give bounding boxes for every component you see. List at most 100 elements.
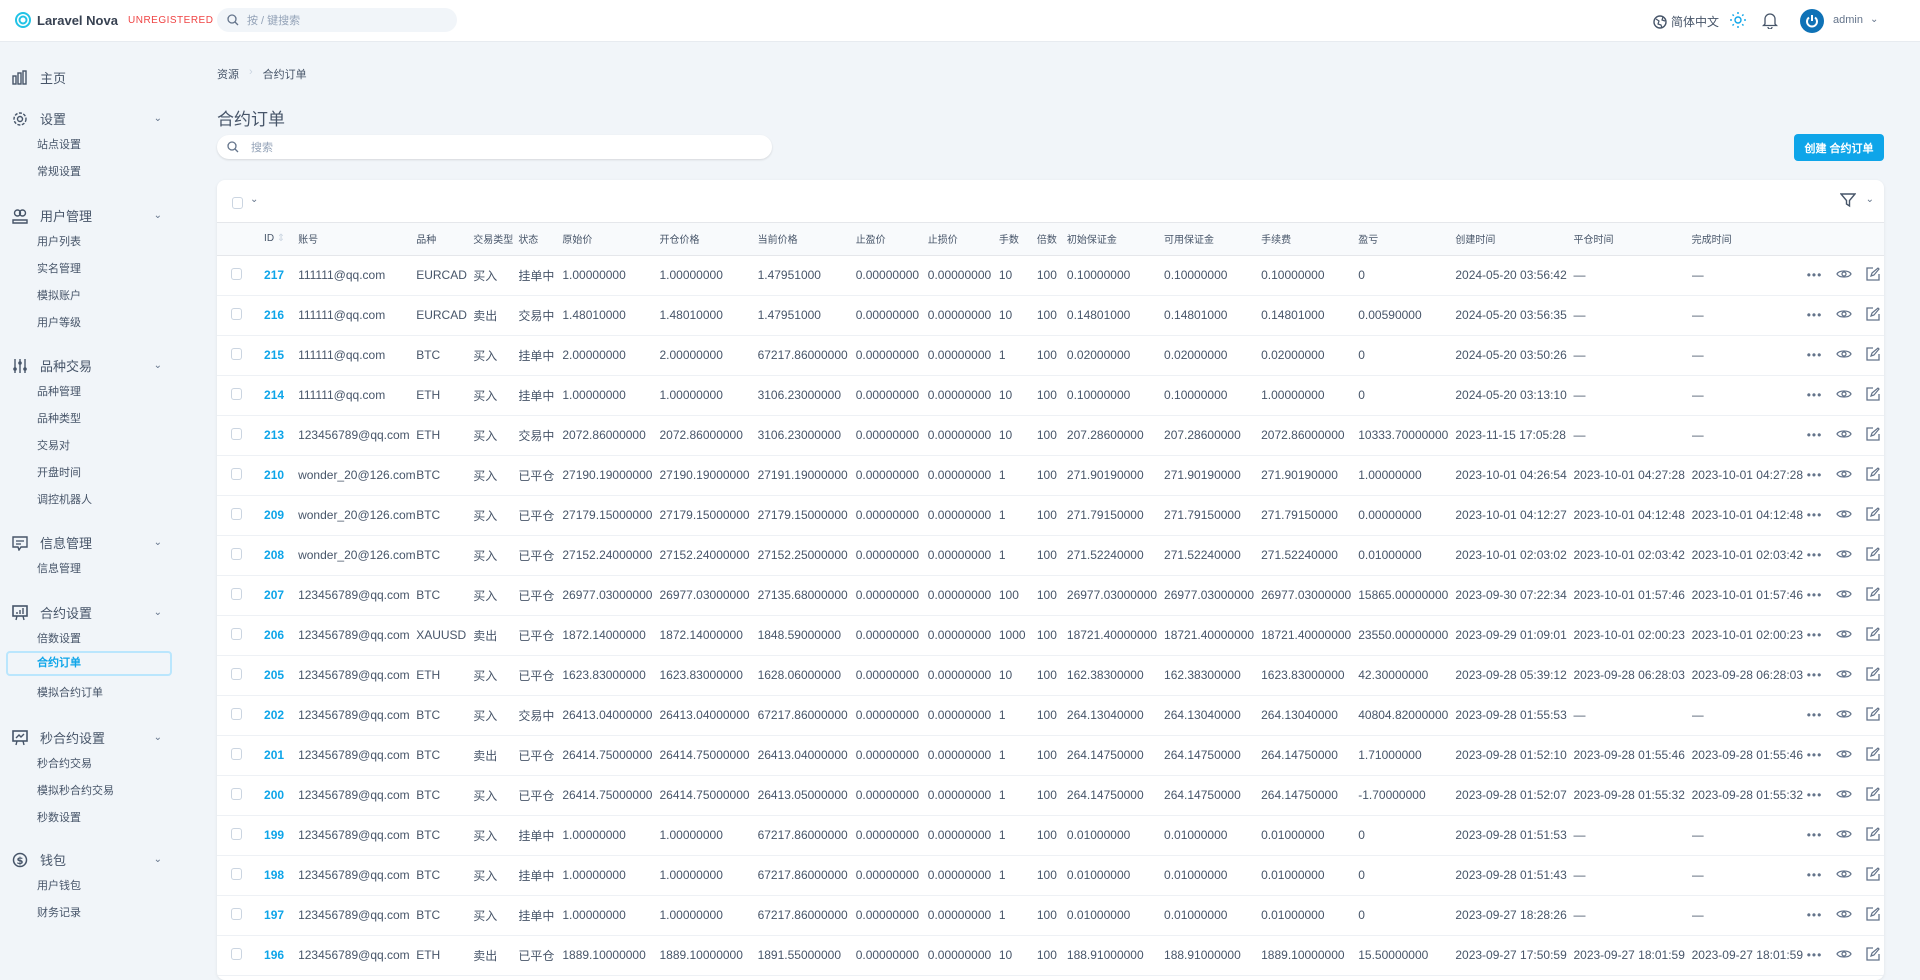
edit-icon[interactable] bbox=[1866, 946, 1881, 964]
table-row[interactable]: 205 123456789@qq.com ETH 买入 已平仓 1623.83000000… bbox=[217, 655, 1884, 696]
edit-icon[interactable] bbox=[1866, 746, 1881, 764]
order-id-link[interactable]: 196 bbox=[264, 935, 299, 976]
more-actions-icon[interactable]: ••• bbox=[1806, 668, 1823, 682]
edit-icon[interactable] bbox=[1866, 666, 1881, 684]
sidebar-item[interactable]: 模拟秒合约交易 bbox=[37, 785, 114, 797]
sidebar-item[interactable]: 信息管理 bbox=[37, 563, 81, 575]
edit-icon[interactable] bbox=[1866, 346, 1881, 364]
theme-toggle-sun-icon[interactable] bbox=[1730, 12, 1746, 28]
more-actions-icon[interactable]: ••• bbox=[1806, 268, 1823, 282]
sidebar-item[interactable]: 用户钱包 bbox=[37, 880, 81, 892]
table-row[interactable]: 213 123456789@qq.com ETH 买入 交易中 2072.86000000… bbox=[217, 415, 1884, 456]
filter-chevron-icon[interactable]: ⌄ bbox=[1865, 194, 1874, 205]
sidebar-item[interactable]: 财务记录 bbox=[37, 907, 81, 919]
logo[interactable]: Laravel Nova bbox=[15, 12, 118, 28]
order-id-link[interactable]: 205 bbox=[264, 655, 299, 696]
row-checkbox[interactable] bbox=[231, 947, 242, 960]
row-checkbox[interactable] bbox=[231, 707, 242, 720]
more-actions-icon[interactable]: ••• bbox=[1806, 748, 1823, 762]
edit-icon[interactable] bbox=[1866, 626, 1881, 644]
language-switcher[interactable]: 简体中文 bbox=[1653, 13, 1719, 30]
order-id-link[interactable]: 207 bbox=[264, 575, 299, 616]
select-all-checkbox[interactable] bbox=[232, 197, 243, 209]
chevron-down-icon[interactable]: ⌄ bbox=[153, 113, 162, 124]
sort-icon[interactable]: ⇕ bbox=[274, 233, 286, 245]
sidebar-section-5[interactable]: 合约设置 ⌄ bbox=[12, 603, 162, 622]
more-actions-icon[interactable]: ••• bbox=[1806, 428, 1823, 442]
column-header[interactable]: 开仓价格 bbox=[659, 223, 758, 256]
table-row[interactable]: 206 123456789@qq.com XAUUSD 卖出 已平仓 1872.14000… bbox=[217, 615, 1884, 656]
table-row[interactable]: 210 wonder_20@126.com BTC 买入 已平仓 27190.190000… bbox=[217, 455, 1884, 496]
sidebar-section-0[interactable]: 主页 bbox=[12, 68, 162, 87]
order-id-link[interactable]: 216 bbox=[264, 295, 299, 336]
table-row[interactable]: 199 123456789@qq.com BTC 买入 挂单中 1.00000000 1.0… bbox=[217, 815, 1884, 856]
edit-icon[interactable] bbox=[1866, 266, 1881, 284]
column-header[interactable]: 止盈价 bbox=[855, 223, 928, 256]
column-header[interactable]: 交易类型 bbox=[473, 223, 519, 256]
table-row[interactable]: 207 123456789@qq.com BTC 买入 已平仓 26977.0300000… bbox=[217, 575, 1884, 616]
column-header[interactable]: 完成时间 bbox=[1691, 223, 1807, 256]
view-eye-icon[interactable] bbox=[1836, 708, 1853, 723]
column-header[interactable]: 创建时间 bbox=[1455, 223, 1574, 256]
column-header[interactable]: 账号 bbox=[298, 223, 417, 256]
order-id-link[interactable]: 213 bbox=[264, 415, 299, 456]
order-id-link[interactable]: 197 bbox=[264, 895, 299, 936]
sidebar-item[interactable]: 用户等级 bbox=[37, 317, 81, 329]
sidebar-item[interactable]: 模拟账户 bbox=[37, 290, 81, 302]
view-eye-icon[interactable] bbox=[1836, 548, 1853, 563]
chevron-down-icon[interactable]: ⌄ bbox=[153, 607, 162, 618]
column-header[interactable]: 手数 bbox=[998, 223, 1037, 256]
sidebar-item[interactable]: 开盘时间 bbox=[37, 467, 81, 479]
row-checkbox[interactable] bbox=[231, 907, 242, 920]
view-eye-icon[interactable] bbox=[1836, 468, 1853, 483]
row-checkbox[interactable] bbox=[231, 387, 242, 400]
select-menu-chevron-icon[interactable]: ⌄ bbox=[250, 194, 259, 205]
table-row[interactable]: 196 123456789@qq.com ETH 卖出 已平仓 1889.10000000… bbox=[217, 935, 1884, 976]
row-checkbox[interactable] bbox=[231, 427, 242, 440]
view-eye-icon[interactable] bbox=[1836, 268, 1853, 283]
column-header[interactable]: 原始价 bbox=[562, 223, 660, 256]
column-header[interactable]: 品种 bbox=[416, 223, 474, 256]
column-header[interactable]: 止损价 bbox=[927, 223, 999, 256]
more-actions-icon[interactable]: ••• bbox=[1806, 948, 1823, 962]
more-actions-icon[interactable]: ••• bbox=[1806, 588, 1823, 602]
view-eye-icon[interactable] bbox=[1836, 828, 1853, 843]
view-eye-icon[interactable] bbox=[1836, 788, 1853, 803]
view-eye-icon[interactable] bbox=[1836, 748, 1853, 763]
filter-icon[interactable] bbox=[1840, 192, 1856, 208]
table-row[interactable]: 197 123456789@qq.com BTC 买入 挂单中 1.00000000 1.0… bbox=[217, 895, 1884, 936]
edit-icon[interactable] bbox=[1866, 906, 1881, 924]
sidebar-item[interactable]: 交易对 bbox=[37, 440, 70, 452]
more-actions-icon[interactable]: ••• bbox=[1806, 468, 1823, 482]
order-id-link[interactable]: 215 bbox=[264, 335, 299, 376]
row-checkbox[interactable] bbox=[231, 547, 242, 560]
order-id-link[interactable]: 201 bbox=[264, 735, 299, 776]
row-checkbox[interactable] bbox=[231, 867, 242, 880]
chevron-down-icon[interactable]: ⌄ bbox=[153, 732, 162, 743]
sidebar-section-3[interactable]: 品种交易 ⌄ bbox=[12, 356, 162, 375]
order-id-link[interactable]: 210 bbox=[264, 455, 299, 496]
more-actions-icon[interactable]: ••• bbox=[1806, 708, 1823, 722]
table-row[interactable]: 202 123456789@qq.com BTC 买入 交易中 26413.0400000… bbox=[217, 695, 1884, 736]
sidebar-item[interactable]: 品种类型 bbox=[37, 413, 81, 425]
user-menu-chevron-icon[interactable]: ⌄ bbox=[1870, 14, 1879, 25]
view-eye-icon[interactable] bbox=[1836, 508, 1853, 523]
column-header[interactable]: 手续费 bbox=[1261, 223, 1359, 256]
more-actions-icon[interactable]: ••• bbox=[1806, 308, 1823, 322]
sidebar-item[interactable]: 秒合约交易 bbox=[37, 758, 92, 770]
view-eye-icon[interactable] bbox=[1836, 428, 1853, 443]
view-eye-icon[interactable] bbox=[1836, 948, 1853, 963]
view-eye-icon[interactable] bbox=[1836, 308, 1853, 323]
edit-icon[interactable] bbox=[1866, 786, 1881, 804]
create-contract-order-button[interactable]: 创建 合约订单 bbox=[1794, 134, 1884, 161]
more-actions-icon[interactable]: ••• bbox=[1806, 628, 1823, 642]
edit-icon[interactable] bbox=[1866, 386, 1881, 404]
more-actions-icon[interactable]: ••• bbox=[1806, 388, 1823, 402]
view-eye-icon[interactable] bbox=[1836, 908, 1853, 923]
column-header[interactable]: 倍数 bbox=[1036, 223, 1067, 256]
order-id-link[interactable]: 214 bbox=[264, 375, 299, 416]
sidebar-section-4[interactable]: 信息管理 ⌄ bbox=[12, 533, 162, 552]
table-row[interactable]: 208 wonder_20@126.com BTC 买入 已平仓 27152.240000… bbox=[217, 535, 1884, 576]
edit-icon[interactable] bbox=[1866, 706, 1881, 724]
column-header[interactable]: 状态 bbox=[518, 223, 563, 256]
